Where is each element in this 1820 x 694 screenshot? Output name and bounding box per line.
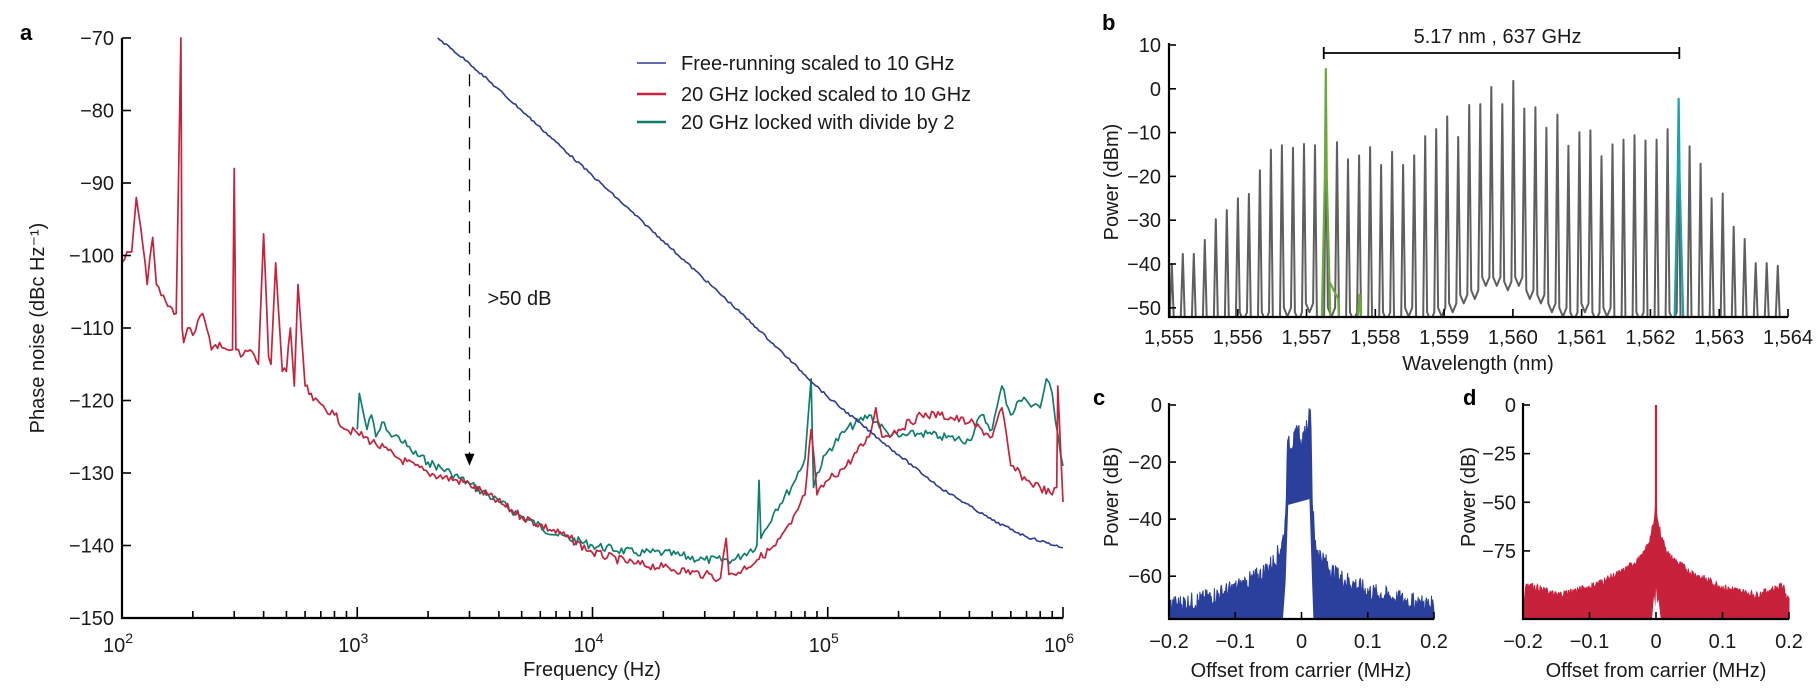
- panel-a-annotation: >50 dB: [464, 74, 551, 466]
- panel-b-axes: 10 0 −10 −20 −30 −40 −50 1,555 1,556 1,557 1,558 1,…: [1127, 35, 1813, 349]
- y-tick-label: −50: [1127, 298, 1161, 320]
- x-tick-label: 1,559: [1419, 327, 1469, 349]
- x-axis-title: Frequency (Hz): [523, 659, 661, 681]
- spectrum-notch: [1652, 587, 1661, 619]
- x-tick-label: 1,563: [1694, 327, 1744, 349]
- y-tick-label: −150: [69, 608, 114, 630]
- x-tick-exponent: 5: [831, 630, 839, 646]
- spectrum-notch: [1282, 499, 1314, 619]
- y-tick-label: −130: [69, 463, 114, 485]
- y-tick-label: 0: [1150, 79, 1161, 101]
- x-tick-label: 1,558: [1350, 327, 1400, 349]
- y-tick-label: −75: [1482, 541, 1516, 563]
- y-axis-title: Power (dB): [1458, 447, 1480, 547]
- panel-d-axes: 0 −25 −50 −75 −0.2 −0.1 0 0.1 0.2: [1482, 395, 1803, 653]
- y-axis-title: Power (dBm): [1101, 124, 1123, 241]
- y-tick-label: −25: [1482, 444, 1516, 466]
- x-tick-label: 0.1: [1709, 631, 1737, 653]
- x-tick-label: 104: [573, 630, 603, 657]
- x-tick-label: 0: [1296, 631, 1307, 653]
- y-tick-label: −90: [80, 173, 114, 195]
- x-tick-label: 1,556: [1213, 327, 1263, 349]
- panel-d-series: [1522, 404, 1790, 620]
- series-line-locked-scaled: [121, 37, 1064, 583]
- panel-b-comb-spectrum-chart: 10 0 −10 −20 −30 −40 −50 1,555 1,556 1,557 1,558 1,…: [1101, 26, 1813, 375]
- x-tick-label: 1,557: [1282, 327, 1332, 349]
- y-tick-label: 0: [1151, 395, 1162, 417]
- x-tick-label: −0.2: [1503, 631, 1542, 653]
- annotation-text: >50 dB: [487, 288, 551, 310]
- x-axis-title: Offset from carrier (MHz): [1191, 660, 1412, 682]
- y-tick-label: −60: [1128, 566, 1162, 588]
- x-tick-label: 1,562: [1625, 327, 1675, 349]
- panel-b-annotation: 5.17 nm , 637 GHz: [1322, 26, 1681, 59]
- panel-c-series: [1168, 408, 1435, 620]
- y-axis-title: Power (dB): [1101, 447, 1123, 547]
- highlighted-comb-line-right: [1673, 97, 1685, 317]
- x-tick-label: −0.1: [1570, 631, 1609, 653]
- x-tick-label: 0.2: [1775, 631, 1803, 653]
- span-annotation-text: 5.17 nm , 637 GHz: [1414, 26, 1582, 48]
- panel-label-b: b: [1102, 10, 1115, 35]
- y-tick-label: −40: [1127, 254, 1161, 276]
- panel-a-series: [121, 37, 1064, 583]
- x-tick-label: −0.2: [1149, 631, 1188, 653]
- x-tick-label: 105: [809, 630, 839, 657]
- legend-label-locked-scaled: 20 GHz locked scaled to 10 GHz: [681, 84, 971, 106]
- y-axis-title: Phase noise (dBc Hz⁻¹): [27, 223, 49, 434]
- x-tick-label: 0.2: [1420, 631, 1448, 653]
- y-tick-label: −40: [1128, 509, 1162, 531]
- y-tick-label: 0: [1505, 395, 1516, 417]
- y-tick-label: −70: [80, 28, 114, 50]
- arrow-down-icon: [464, 453, 475, 466]
- legend-label-free-running: Free-running scaled to 10 GHz: [681, 53, 954, 75]
- x-tick-exponent: 6: [1066, 630, 1074, 646]
- y-tick-label: −100: [69, 246, 114, 268]
- x-tick-exponent: 4: [596, 630, 604, 646]
- y-tick-label: −50: [1482, 492, 1516, 514]
- x-tick-label: 0: [1650, 631, 1661, 653]
- y-tick-label: −20: [1128, 452, 1162, 474]
- y-tick-label: −120: [69, 391, 114, 413]
- y-tick-label: 10: [1139, 35, 1161, 57]
- panel-b-series: [1169, 67, 1781, 317]
- x-axis-title: Offset from carrier (MHz): [1546, 660, 1767, 682]
- panel-label-a: a: [20, 20, 33, 45]
- highlighted-comb-line-left: [1320, 67, 1363, 317]
- x-tick-exponent: 3: [360, 630, 368, 646]
- legend: Free-running scaled to 10 GHz 20 GHz loc…: [637, 53, 971, 134]
- y-tick-label: −140: [69, 536, 114, 558]
- panel-c-axes: 0 −20 −40 −60 −0.2 −0.1 0 0.1 0.2: [1128, 395, 1448, 653]
- x-tick-label: −0.1: [1216, 631, 1255, 653]
- panel-c-beat-spectrum-chart: 0 −20 −40 −60 −0.2 −0.1 0 0.1 0.2 Offset from ca…: [1101, 395, 1448, 682]
- panel-d-beat-spectrum-chart: 0 −25 −50 −75 −0.2 −0.1 0 0.1 0.2 Offset from ca…: [1458, 395, 1803, 682]
- x-axis-title: Wavelength (nm): [1402, 353, 1554, 375]
- x-tick-label: 0.1: [1354, 631, 1382, 653]
- panel-label-c: c: [1093, 385, 1105, 410]
- x-tick-label: 1,564: [1763, 327, 1813, 349]
- x-tick-label: 106: [1044, 630, 1074, 657]
- legend-label-locked-divide: 20 GHz locked with divide by 2: [681, 112, 954, 134]
- series-line-free-running: [437, 37, 1064, 549]
- x-tick-label: 1,555: [1144, 327, 1194, 349]
- x-tick-label: 103: [338, 630, 368, 657]
- x-tick-exponent: 2: [125, 630, 133, 646]
- y-tick-label: −110: [70, 318, 114, 340]
- y-tick-label: −20: [1127, 166, 1161, 188]
- comb-spectrum-line: [1169, 79, 1781, 317]
- y-tick-label: −30: [1127, 210, 1161, 232]
- x-tick-label: 1,560: [1488, 327, 1538, 349]
- x-tick-label: 102: [103, 630, 133, 657]
- x-tick-label: 1,561: [1557, 327, 1607, 349]
- series-line-locked-divide: [356, 377, 1064, 565]
- panel-label-d: d: [1463, 385, 1476, 410]
- y-tick-label: −80: [80, 101, 114, 123]
- y-tick-label: −10: [1127, 123, 1161, 145]
